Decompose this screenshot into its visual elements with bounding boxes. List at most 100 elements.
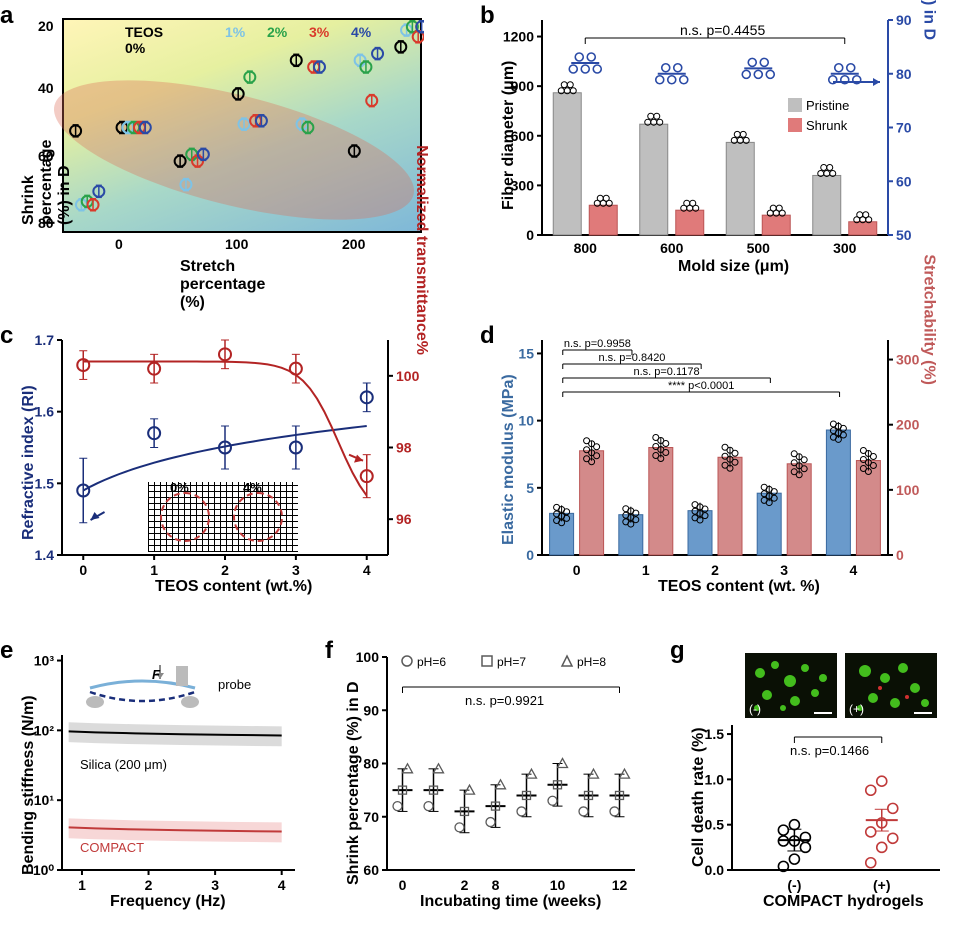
svg-text:4: 4 xyxy=(278,877,286,893)
svg-text:0: 0 xyxy=(526,547,534,563)
svg-text:**** p<0.0001: **** p<0.0001 xyxy=(668,380,734,392)
panel-a-legend-3: 3% xyxy=(309,24,329,40)
panel-b-stat: n.s. p=0.4455 xyxy=(680,22,765,38)
inset-label-4: 4% xyxy=(243,480,262,495)
panel-d: d 051015010020030001234n.s. p=0.9958n.s.… xyxy=(480,320,950,610)
svg-text:100: 100 xyxy=(356,649,380,665)
svg-text:2: 2 xyxy=(221,562,229,578)
panel-a-svg xyxy=(64,20,424,235)
svg-text:60: 60 xyxy=(896,173,912,189)
panel-d-svg: 051015010020030001234n.s. p=0.9958n.s. p… xyxy=(480,320,950,610)
svg-text:2: 2 xyxy=(711,562,719,578)
svg-text:4: 4 xyxy=(850,562,858,578)
inset-circle-4 xyxy=(233,492,283,542)
panel-b-yright: Shrink percentage (%) in D xyxy=(920,0,938,40)
svg-text:(+): (+) xyxy=(873,877,891,893)
panel-b-svg: 030060090012005060708090800600500300Pris… xyxy=(480,0,950,290)
panel-e-probe: probe xyxy=(218,677,251,692)
panel-e-compact-label: COMPACT xyxy=(80,840,144,855)
panel-d-yright: Stretchability (%) xyxy=(920,254,938,385)
svg-text:1.4: 1.4 xyxy=(35,547,55,563)
svg-text:(-): (-) xyxy=(787,877,801,893)
svg-text:12: 12 xyxy=(612,877,628,893)
svg-text:n.s. p=0.1178: n.s. p=0.1178 xyxy=(633,366,699,378)
svg-text:100: 100 xyxy=(896,482,920,498)
panel-e-xlabel: Frequency (Hz) xyxy=(110,893,226,911)
svg-text:600: 600 xyxy=(660,240,684,256)
panel-d-yleft: Elastic modulus (MPa) xyxy=(500,374,518,545)
panel-g-ylabel: Cell death rate (%) xyxy=(690,727,708,867)
svg-text:100: 100 xyxy=(396,368,420,384)
panel-f-stat: n.s. p=0.9921 xyxy=(465,693,544,708)
svg-text:0: 0 xyxy=(79,562,87,578)
svg-text:1: 1 xyxy=(642,562,650,578)
svg-text:10: 10 xyxy=(518,413,534,429)
svg-text:60: 60 xyxy=(363,862,379,878)
svg-text:10: 10 xyxy=(550,877,566,893)
svg-text:Shrunk: Shrunk xyxy=(806,118,848,133)
panel-b-xlabel: Mold size (μm) xyxy=(678,258,789,276)
panel-g-xlabel: COMPACT hydrogels xyxy=(763,893,924,911)
panel-f: f 60708090100pH=6pH=7pH=80281012 Incubat… xyxy=(325,635,650,920)
svg-text:90: 90 xyxy=(363,702,379,718)
panel-f-ylabel: Shrink percentage (%) in D xyxy=(345,681,363,885)
panel-e-F: F xyxy=(152,667,160,682)
svg-text:800: 800 xyxy=(574,240,598,256)
svg-text:2: 2 xyxy=(461,877,469,893)
panel-g: g (-) (+) 0.00.51.01.5(-)(+) COMPACT hyd… xyxy=(670,635,955,920)
panel-f-svg: 60 70 80 90 100 pH=6 pH=7 pH=8 0 2 8 10 12 xyxy=(325,635,650,920)
panel-e-ylabel: Bending stiffness (N/m) xyxy=(20,695,38,875)
svg-text:90: 90 xyxy=(896,12,912,28)
panel-b-yleft: Fiber diameter (μm) xyxy=(500,61,518,210)
svg-text:80: 80 xyxy=(896,66,912,82)
svg-text:500: 500 xyxy=(747,240,771,256)
svg-text:0: 0 xyxy=(573,562,581,578)
panel-a-plot-area xyxy=(62,18,422,233)
panel-c-svg: 1.41.51.61.7969810001234 xyxy=(0,320,448,610)
svg-text:0: 0 xyxy=(399,877,407,893)
figure-panels: a TEOS 0% 1% 2% 3% 4% Stretch percentage… xyxy=(0,0,960,932)
panel-c-yleft: Refractive index (RI) xyxy=(20,385,38,540)
svg-text:80: 80 xyxy=(363,756,379,772)
svg-text:1: 1 xyxy=(78,877,86,893)
svg-text:98: 98 xyxy=(396,440,412,456)
svg-text:300: 300 xyxy=(896,352,920,368)
svg-text:2: 2 xyxy=(145,877,153,893)
inset-label-0: 0% xyxy=(170,480,189,495)
svg-text:300: 300 xyxy=(833,240,857,256)
panel-c-yright: Normalized transmittance% xyxy=(412,145,430,355)
svg-text:8: 8 xyxy=(492,877,500,893)
panel-g-svg: 0.00.51.01.5(-)(+) xyxy=(670,635,955,920)
svg-text:70: 70 xyxy=(896,120,912,136)
panel-e: e 10⁰10¹10²10³1234 Frequency (Hz) Bendin… xyxy=(0,635,305,920)
svg-text:1.7: 1.7 xyxy=(35,332,55,348)
svg-text:pH=8: pH=8 xyxy=(577,655,606,669)
svg-text:3: 3 xyxy=(292,562,300,578)
svg-text:3: 3 xyxy=(211,877,219,893)
panel-g-stat: n.s. p=0.1466 xyxy=(790,743,869,758)
panel-a-label: a xyxy=(0,2,13,30)
panel-f-xlabel: Incubating time (weeks) xyxy=(420,893,601,911)
svg-text:50: 50 xyxy=(896,227,912,243)
svg-text:10³: 10³ xyxy=(34,653,55,669)
panel-c-xlabel: TEOS content (wt.%) xyxy=(155,578,312,596)
svg-text:pH=6: pH=6 xyxy=(417,655,446,669)
svg-text:0: 0 xyxy=(526,227,534,243)
svg-text:3: 3 xyxy=(780,562,788,578)
panel-a-legend-2: 2% xyxy=(267,24,287,40)
svg-text:pH=7: pH=7 xyxy=(497,655,526,669)
panel-a-xlabel: Stretch percentage (%) xyxy=(180,258,265,312)
svg-text:n.s. p=0.8420: n.s. p=0.8420 xyxy=(598,352,665,364)
svg-text:1200: 1200 xyxy=(503,29,534,45)
panel-a-legend-title: TEOS 0% xyxy=(125,24,163,56)
panel-b: b 030060090012005060708090800600500300Pr… xyxy=(480,0,950,290)
svg-text:96: 96 xyxy=(396,511,412,527)
svg-text:5: 5 xyxy=(526,480,534,496)
svg-text:Pristine: Pristine xyxy=(806,98,849,113)
panel-a-legend-1: 1% xyxy=(225,24,245,40)
panel-e-silica-label: Silica (200 μm) xyxy=(80,757,167,772)
svg-text:1: 1 xyxy=(150,562,158,578)
svg-text:0: 0 xyxy=(896,547,904,563)
svg-text:4: 4 xyxy=(363,562,371,578)
svg-text:70: 70 xyxy=(363,809,379,825)
